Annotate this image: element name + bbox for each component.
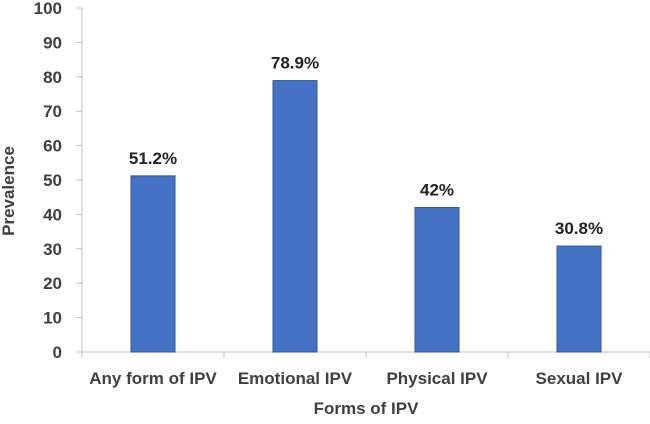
data-label: 42%: [420, 181, 454, 200]
data-label: 30.8%: [555, 219, 603, 238]
bar: [272, 80, 318, 353]
y-tick-label: 0: [53, 343, 62, 362]
y-tick-label: 90: [43, 33, 62, 52]
y-axis-title: Prevalence: [0, 146, 18, 236]
bars: [130, 80, 602, 353]
y-tick-label: 10: [43, 309, 62, 328]
x-axis-tick-marks: [81, 352, 650, 358]
data-labels: 51.2% 78.9% 42% 30.8%: [129, 54, 603, 238]
y-tick-label: 50: [43, 171, 62, 190]
y-tick-label: 30: [43, 240, 62, 259]
category-labels: Any form of IPV Emotional IPV Physical IPV…: [89, 369, 623, 388]
bar: [556, 245, 602, 353]
y-axis-ticks: 0 10 20 30 40 50 60 70 80 90 100: [34, 0, 82, 362]
y-tick-label: 100: [34, 0, 62, 18]
y-tick-label: 70: [43, 102, 62, 121]
y-tick-label: 40: [43, 205, 62, 224]
data-label: 51.2%: [129, 149, 177, 168]
y-tick-label: 20: [43, 274, 62, 293]
bar: [414, 207, 460, 353]
y-tick-label: 60: [43, 137, 62, 156]
bar: [130, 175, 176, 353]
data-label: 78.9%: [271, 54, 319, 73]
y-tick-label: 80: [43, 68, 62, 87]
category-label: Sexual IPV: [536, 369, 624, 388]
category-label: Physical IPV: [386, 369, 488, 388]
x-axis-title: Forms of IPV: [314, 399, 420, 418]
category-label: Emotional IPV: [238, 369, 353, 388]
category-label: Any form of IPV: [89, 369, 217, 388]
